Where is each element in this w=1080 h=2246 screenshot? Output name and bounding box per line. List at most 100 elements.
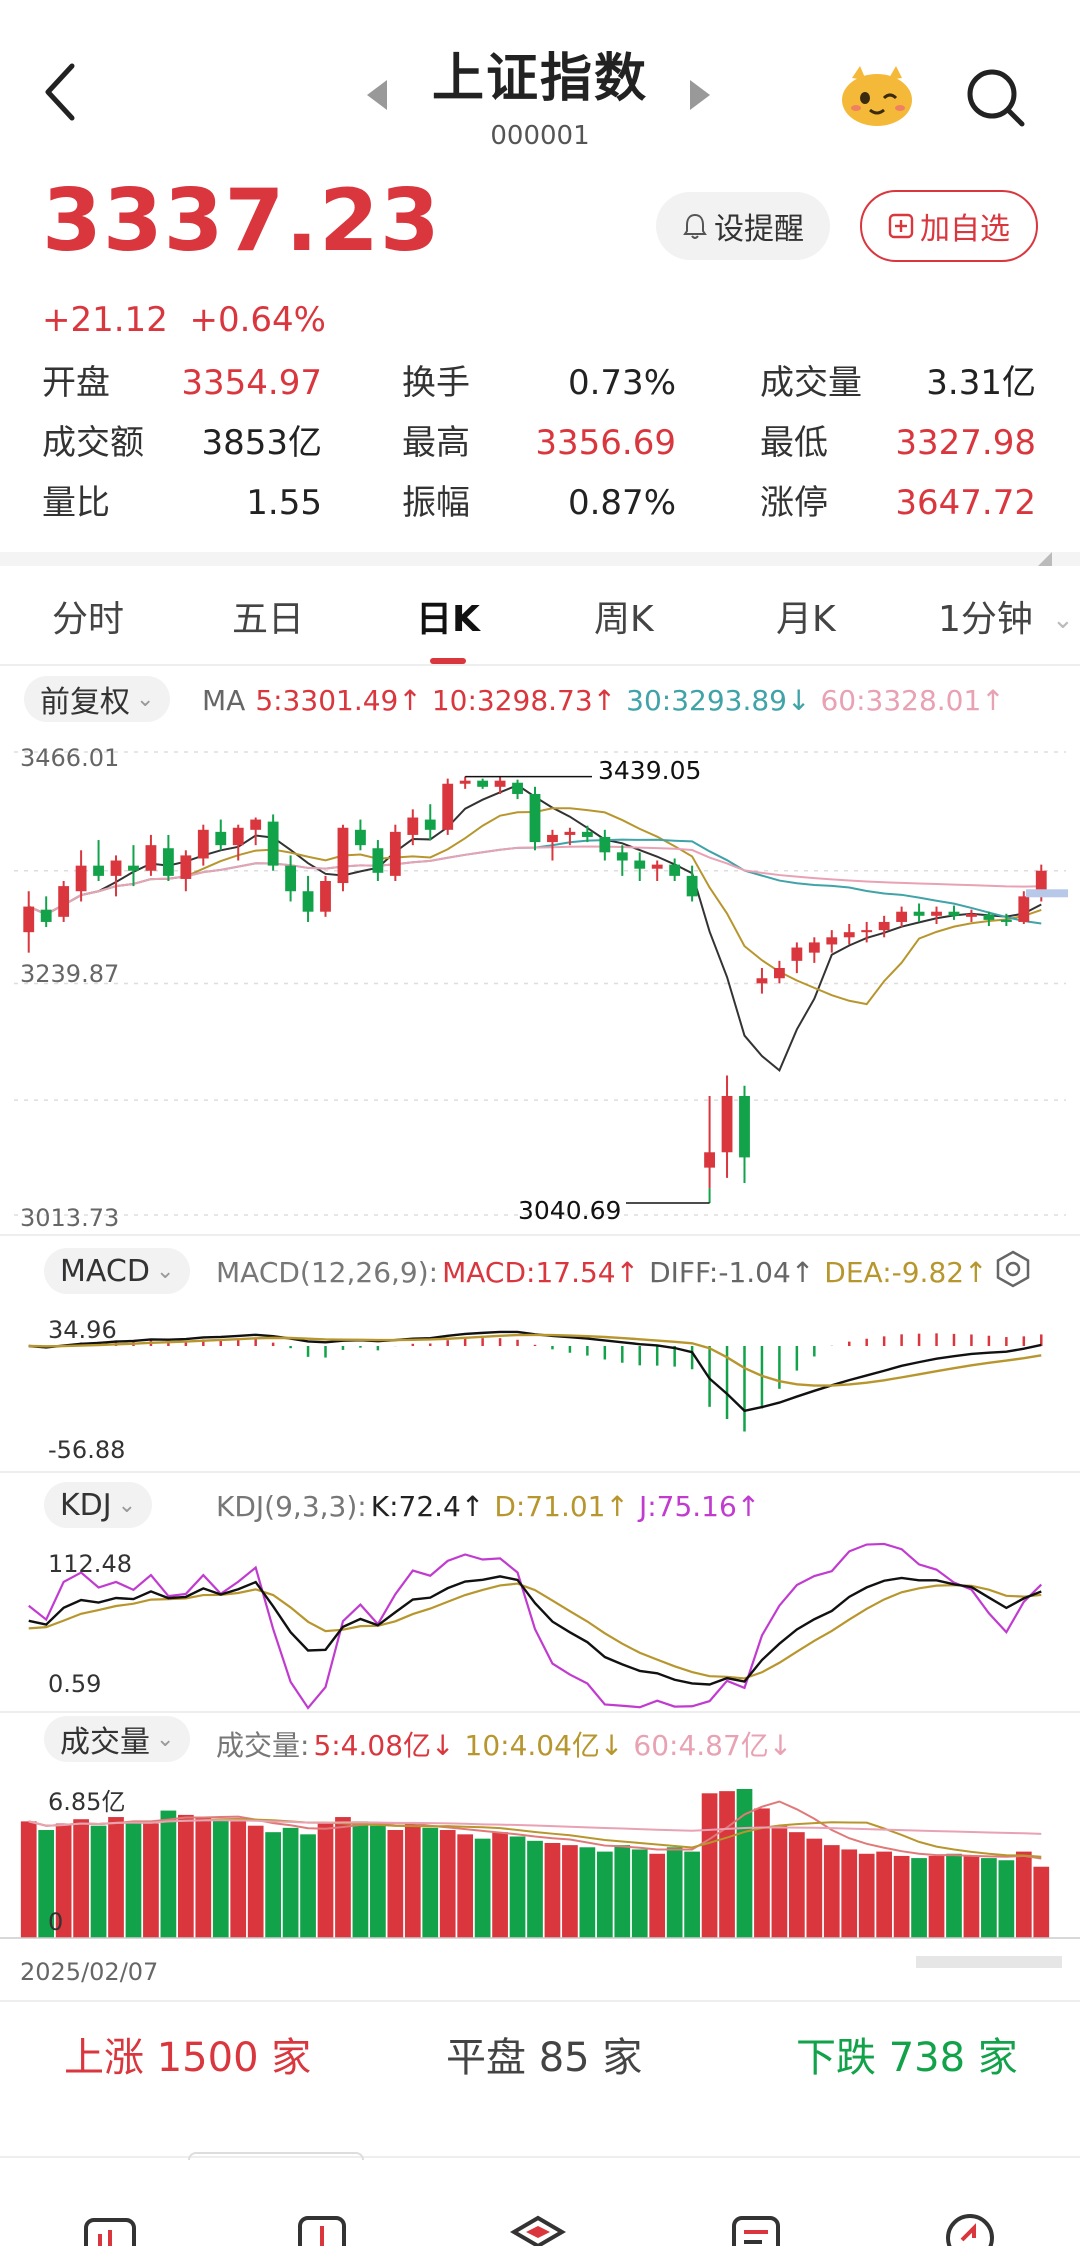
layers-icon[interactable] xyxy=(508,2210,568,2246)
volume-bar xyxy=(649,1853,666,1938)
stat-6: 量比 1.55 xyxy=(42,478,322,528)
candle-body xyxy=(826,937,838,945)
adjust-dropdown[interactable]: 前复权 ⌄ xyxy=(24,676,171,722)
volume-params: 成交量: xyxy=(216,1729,310,1762)
vol-ma5-line xyxy=(28,1800,1042,1860)
candle-body xyxy=(913,911,925,916)
kline-high-label: 3439.05 xyxy=(598,756,702,785)
tab-0[interactable]: 分时 xyxy=(52,599,125,640)
unit: 家 xyxy=(271,2035,312,2081)
volume-dropdown[interactable]: 成交量 ⌄ xyxy=(44,1716,191,1762)
back-icon[interactable] xyxy=(40,60,100,140)
candle-body xyxy=(616,852,628,861)
tab-5[interactable]: 1分钟 xyxy=(938,599,1033,640)
volume-bar xyxy=(492,1832,508,1938)
scroll-indicator xyxy=(916,1956,1062,1968)
stat-label: 开盘 xyxy=(42,363,110,403)
divider xyxy=(0,2000,1080,2002)
chevron-down-icon[interactable]: ⌄ xyxy=(1052,605,1074,635)
kdj-legend: KDJ(9,3,3): K:72.4↑ D:71.01↑ J:75.16↑ xyxy=(216,1490,770,1523)
candle-body xyxy=(389,831,401,876)
volume-bar xyxy=(177,1814,194,1938)
ma60-value: 60:3328.01↑ xyxy=(820,684,1005,717)
dea-line xyxy=(28,1333,1042,1387)
volume-bar xyxy=(998,1860,1015,1938)
candle-body xyxy=(58,886,70,917)
volume-bar xyxy=(893,1855,910,1938)
x-start-date: 2025/02/07 xyxy=(20,1958,159,1986)
candle-body xyxy=(529,793,541,843)
candle-body xyxy=(197,829,209,859)
ma-legend: MA 5:3301.49↑ 10:3298.73↑ 30:3293.89↓ 60:332… xyxy=(202,684,1015,717)
diff-line xyxy=(28,1330,1042,1413)
set-alert-button[interactable]: 设提醒 xyxy=(656,192,830,260)
kdj-dropdown[interactable]: KDJ ⌄ xyxy=(44,1482,153,1528)
kline-y-min: 3013.73 xyxy=(20,1204,120,1232)
candle-body xyxy=(267,821,279,866)
volume-y-min: 0 xyxy=(48,1908,64,1936)
volume-bar xyxy=(858,1853,875,1938)
tab-4[interactable]: 月K xyxy=(776,599,836,640)
chart-icon[interactable] xyxy=(80,2210,140,2246)
kline-y-mid: 3239.87 xyxy=(20,960,120,988)
candle-body xyxy=(581,831,593,837)
stat-label: 量比 xyxy=(42,483,110,523)
tab-divider xyxy=(0,664,1080,666)
next-stock-icon[interactable] xyxy=(688,78,712,116)
add-watchlist-button[interactable]: 加自选 xyxy=(860,190,1038,262)
candle-body xyxy=(494,780,506,787)
vol-ma10-value: 10:4.04亿↓ xyxy=(464,1729,624,1762)
volume-bar xyxy=(544,1842,561,1938)
add-watchlist-label: 加自选 xyxy=(920,212,1010,247)
active-tab-indicator xyxy=(430,658,466,664)
settings-icon[interactable] xyxy=(994,1250,1032,1292)
candle-body xyxy=(721,1095,733,1153)
stat-value: 3853亿 xyxy=(201,423,322,463)
stat-3: 成交额 3853亿 xyxy=(42,418,322,468)
volume-bar xyxy=(684,1851,700,1938)
volume-bar xyxy=(422,1827,439,1938)
stat-4: 最高 3356.69 xyxy=(402,418,676,468)
stat-value: 3647.72 xyxy=(895,483,1036,523)
share-icon[interactable] xyxy=(940,2210,1000,2246)
volume-bar xyxy=(876,1851,893,1938)
tab-2[interactable]: 日K xyxy=(416,599,480,640)
tab-1[interactable]: 五日 xyxy=(232,599,305,640)
tab-3[interactable]: 周K xyxy=(594,599,654,640)
ma30-value: 30:3293.89↓ xyxy=(626,684,811,717)
candle-body xyxy=(773,968,785,979)
d-value: D:71.01↑ xyxy=(494,1490,629,1523)
toolbar-handle[interactable] xyxy=(188,2152,364,2160)
volume-bar xyxy=(230,1821,247,1938)
trade-icon[interactable] xyxy=(292,2210,352,2246)
bottom-toolbar xyxy=(0,2156,1080,2246)
candle-body xyxy=(1018,896,1030,922)
list-icon[interactable] xyxy=(726,2210,786,2246)
adjust-label: 前复权 xyxy=(40,685,130,720)
candle-body xyxy=(128,865,139,871)
up-label: 上涨 xyxy=(64,2035,144,2081)
candle-body xyxy=(861,930,873,933)
macd-dropdown[interactable]: MACD ⌄ xyxy=(44,1248,191,1294)
volume-bar xyxy=(701,1793,718,1938)
candle-body xyxy=(704,1152,715,1168)
volume-bar xyxy=(963,1855,980,1938)
prev-stock-icon[interactable] xyxy=(365,78,389,116)
vol-ma60-value: 60:4.87亿↓ xyxy=(633,1729,793,1762)
chevron-down-icon: ⌄ xyxy=(155,1258,175,1284)
candle-body xyxy=(355,829,366,846)
volume-bar xyxy=(317,1823,334,1938)
stat-label: 最高 xyxy=(402,423,470,463)
candle-body xyxy=(896,911,908,922)
candle-body xyxy=(320,880,331,912)
volume-bar xyxy=(666,1847,683,1938)
search-icon[interactable] xyxy=(960,62,1030,132)
status-bar xyxy=(0,0,1080,24)
volume-bar xyxy=(631,1849,648,1938)
mascot-icon[interactable] xyxy=(838,62,916,128)
j-value: J:75.16↑ xyxy=(638,1490,761,1523)
change-value: +21.12 xyxy=(42,300,168,340)
kline-chart-area[interactable] xyxy=(0,730,1080,1992)
volume-bar xyxy=(1015,1851,1032,1938)
stat-0: 开盘 3354.97 xyxy=(42,358,322,408)
